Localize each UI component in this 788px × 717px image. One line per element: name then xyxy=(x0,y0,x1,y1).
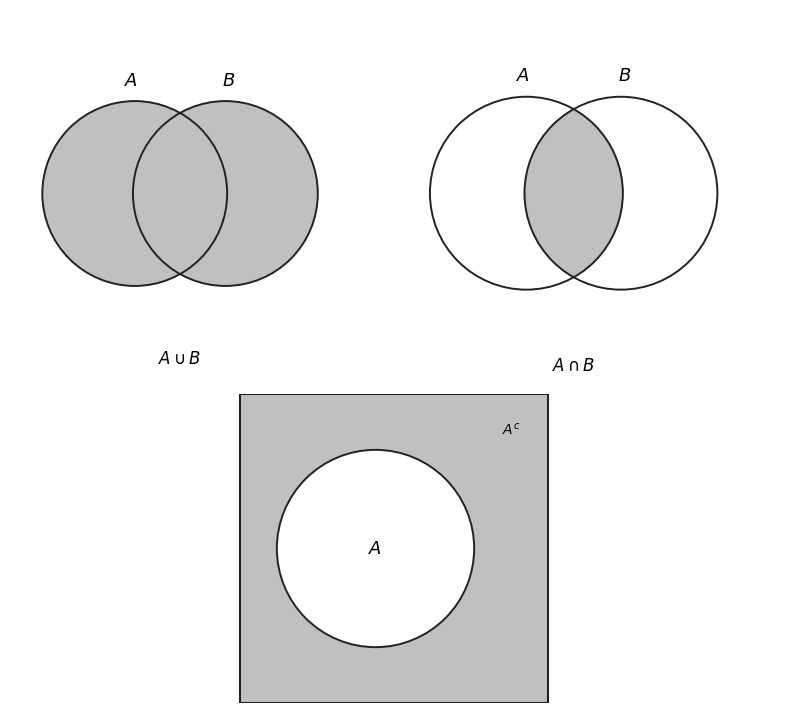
Text: $B$: $B$ xyxy=(222,72,236,90)
Circle shape xyxy=(133,101,318,286)
Bar xyxy=(240,394,548,703)
Text: $A$: $A$ xyxy=(124,72,138,90)
Circle shape xyxy=(430,97,623,290)
Text: $A \cup B$: $A \cup B$ xyxy=(158,351,202,368)
Circle shape xyxy=(525,97,717,290)
Circle shape xyxy=(43,101,227,286)
Text: $A^c$: $A^c$ xyxy=(502,422,520,438)
Polygon shape xyxy=(525,109,623,277)
Circle shape xyxy=(277,450,474,647)
Text: $A$: $A$ xyxy=(515,67,530,85)
Text: $A$: $A$ xyxy=(369,539,382,558)
Text: $A \cap B$: $A \cap B$ xyxy=(552,358,595,375)
Text: $B$: $B$ xyxy=(618,67,631,85)
